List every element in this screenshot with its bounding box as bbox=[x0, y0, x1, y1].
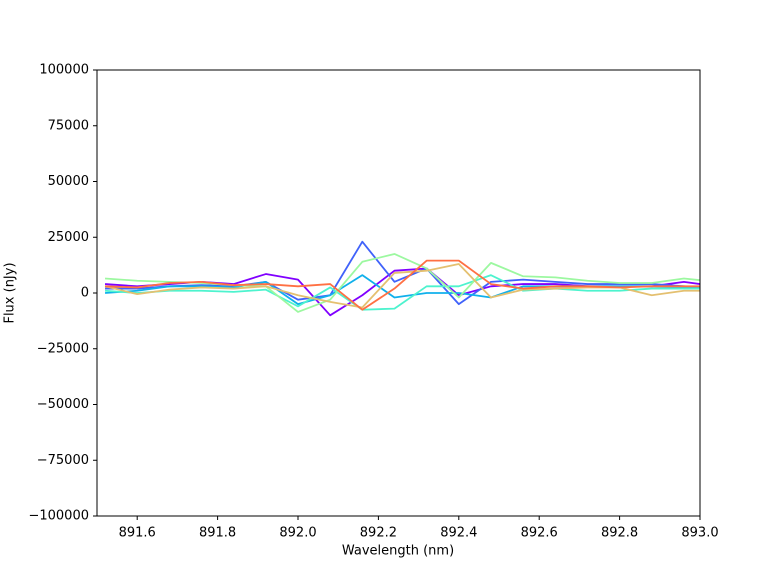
y-tick-label: −75000 bbox=[37, 453, 89, 468]
series-line bbox=[104, 274, 700, 306]
y-tick-label: −50000 bbox=[37, 397, 89, 412]
series-line bbox=[105, 259, 700, 311]
x-axis-label: Wavelength (nm) bbox=[342, 544, 454, 559]
series-line bbox=[104, 253, 700, 313]
y-tick-label: 50000 bbox=[48, 174, 89, 189]
y-tick-label: −100000 bbox=[28, 509, 89, 524]
x-tick-label: 891.6 bbox=[119, 526, 156, 541]
y-tick-label: 75000 bbox=[48, 118, 89, 133]
y-tick-label: 0 bbox=[81, 286, 89, 301]
series-line bbox=[104, 274, 700, 311]
x-tick-label: 892.2 bbox=[360, 526, 397, 541]
y-tick-label: −25000 bbox=[37, 341, 89, 356]
y-tick-label: 25000 bbox=[48, 230, 89, 245]
x-tick-label: 892.6 bbox=[521, 526, 558, 541]
plot-area bbox=[104, 240, 700, 317]
y-axis-label: Flux (nJy) bbox=[3, 262, 18, 323]
x-tick-label: 892.4 bbox=[440, 526, 477, 541]
x-tick-label: 892.0 bbox=[279, 526, 316, 541]
x-tick-label: 892.8 bbox=[601, 526, 638, 541]
x-tick-label: 891.8 bbox=[199, 526, 236, 541]
x-tick-label: 893.0 bbox=[681, 526, 718, 541]
y-tick-label: 100000 bbox=[39, 63, 89, 78]
